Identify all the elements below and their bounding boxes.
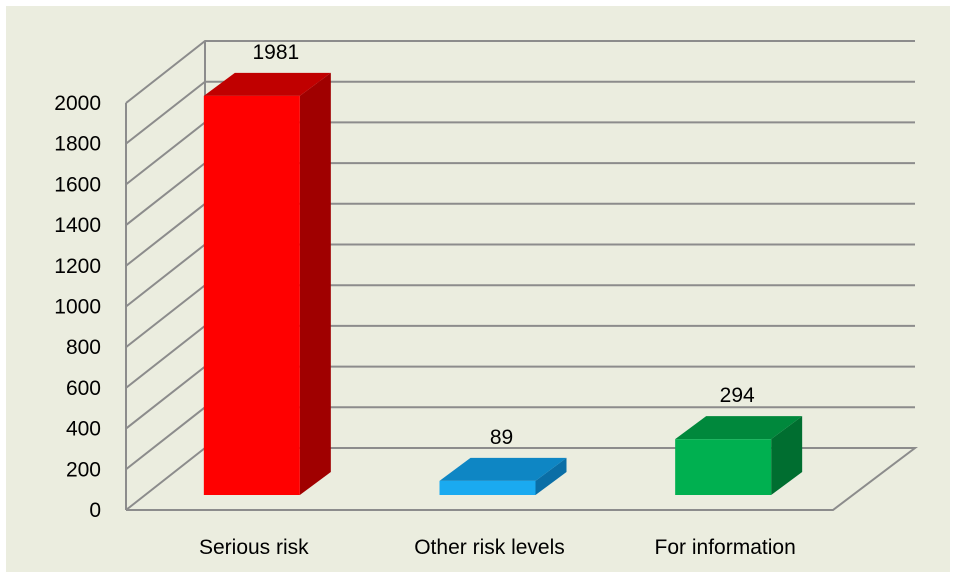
bar-top-face — [439, 457, 567, 481]
y-tick-label: 1000 — [54, 296, 101, 319]
gridline — [125, 40, 915, 104]
bar-side-face — [299, 72, 331, 495]
bar-front-face — [675, 439, 772, 495]
bar-1 — [439, 457, 567, 495]
y-tick-label: 1200 — [54, 255, 101, 278]
bar-side-face — [771, 416, 803, 495]
chart-frame: 0 200 400 600 800 1000 1200 1400 1600 1800 2000 Se… — [6, 6, 950, 572]
bar-chart: 0 200 400 600 800 1000 1200 1400 1600 1800 2000 Se… — [54, 40, 918, 559]
bar-data-label: 1981 — [252, 41, 299, 64]
bar-front-face — [439, 480, 536, 495]
gridline — [125, 80, 915, 145]
bar-front-face — [203, 95, 300, 495]
y-tick-label: 1400 — [54, 214, 101, 237]
x-category-label: Other risk levels — [414, 536, 565, 559]
y-tick-label: 0 — [89, 499, 101, 522]
x-axis-category-labels: Serious risk Other risk levels For informa… — [199, 536, 796, 559]
bar-top-face — [675, 416, 803, 440]
y-tick-label: 1600 — [54, 173, 101, 196]
y-tick-label: 600 — [66, 377, 101, 400]
bar-data-label: 89 — [490, 426, 513, 449]
y-tick-label: 1800 — [54, 133, 101, 156]
bar-2 — [675, 416, 803, 495]
y-tick-label: 800 — [66, 336, 101, 359]
y-tick-label: 200 — [66, 458, 101, 481]
x-category-label: Serious risk — [199, 536, 309, 559]
chart-bars — [203, 72, 803, 495]
y-tick-label: 400 — [66, 418, 101, 441]
bar-top-face — [203, 72, 331, 96]
chart-data-labels: 1981 89 294 — [252, 41, 755, 449]
x-category-label: For information — [655, 536, 796, 559]
y-tick-label: 2000 — [54, 92, 101, 115]
bar-0 — [203, 72, 331, 495]
y-axis-tick-labels: 0 200 400 600 800 1000 1200 1400 1600 1800 2000 — [54, 92, 101, 522]
bar-data-label: 294 — [720, 384, 755, 407]
bar-side-face — [535, 457, 567, 495]
